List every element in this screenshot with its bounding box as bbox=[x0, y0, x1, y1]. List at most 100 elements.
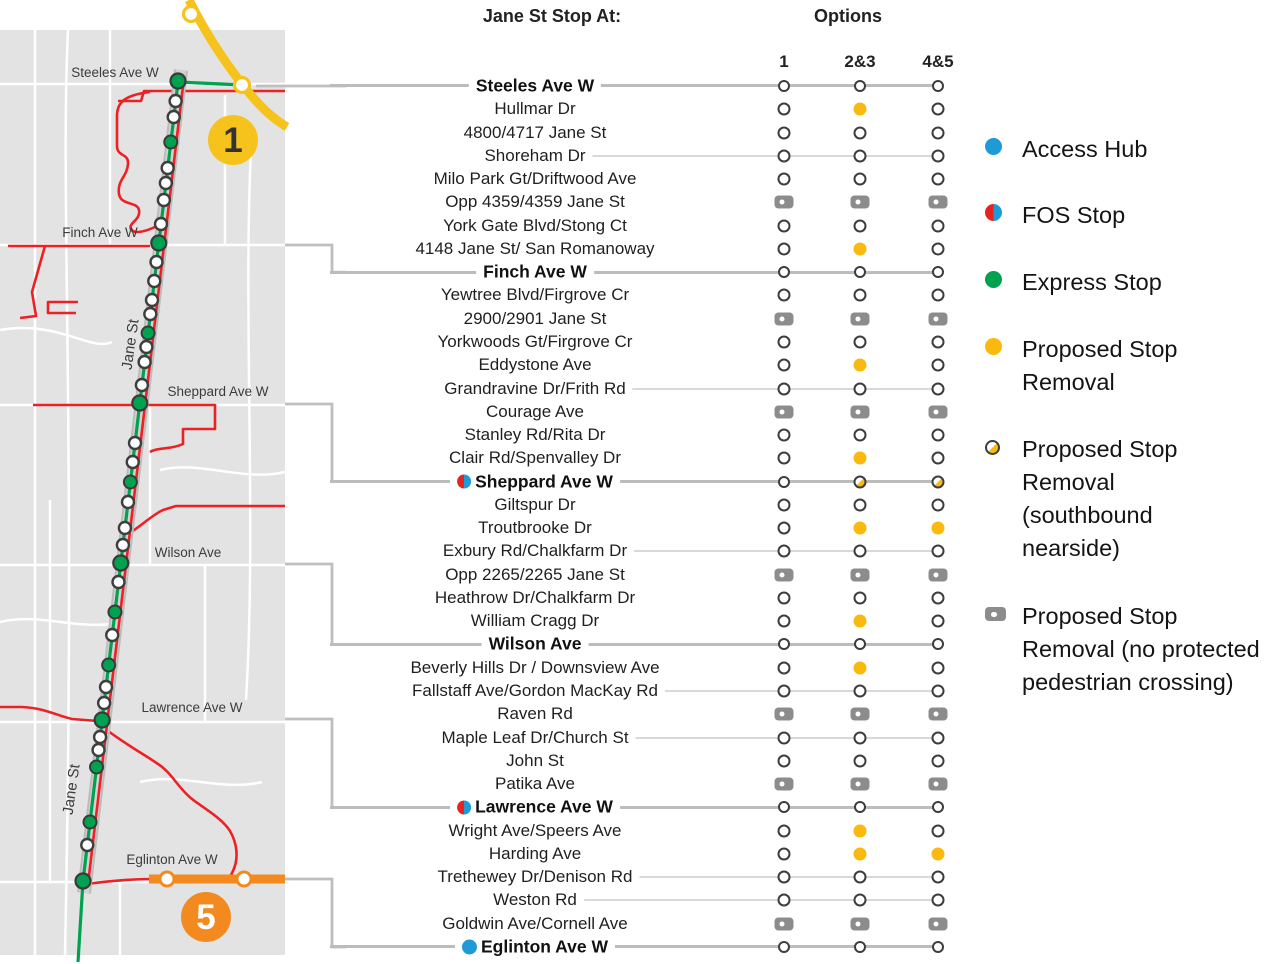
legend-item-fos-stop: FOS Stop bbox=[985, 199, 1222, 232]
line-5-badge bbox=[181, 892, 231, 942]
stop-row: Opp 4359/4359 Jane St bbox=[285, 191, 975, 214]
stop-kept-marker bbox=[932, 266, 944, 279]
stop-kept-marker bbox=[778, 266, 790, 279]
stop-kept-marker bbox=[853, 149, 867, 163]
stop-label: Raven Rd bbox=[490, 704, 580, 725]
stop-label: Wilson Ave bbox=[481, 633, 589, 655]
stop-label: Opp 2265/2265 Jane St bbox=[438, 564, 632, 585]
stop-name-text: Sheppard Ave W bbox=[475, 471, 613, 492]
stop-name-text: Grandravine Dr/Frith Rd bbox=[444, 378, 626, 398]
stop-name-text: John St bbox=[506, 750, 564, 770]
stop-label: Yewtree Blvd/Firgrove Cr bbox=[433, 285, 637, 306]
fos-stop-icon bbox=[985, 204, 1002, 221]
stop-name-text: Lawrence Ave W bbox=[475, 796, 613, 817]
stop-kept-marker bbox=[931, 893, 945, 907]
stop-label: Harding Ave bbox=[481, 843, 589, 864]
stop-kept-marker bbox=[931, 754, 945, 768]
stop-name-text: Courage Ave bbox=[486, 401, 584, 421]
street-label: Wilson Ave bbox=[155, 545, 222, 560]
map-red-routes bbox=[0, 89, 285, 886]
legend-item-removal-no-crossing: Proposed Stop Removal (no protected pede… bbox=[985, 600, 1267, 699]
stop-kept-marker bbox=[932, 801, 944, 814]
stop-kept-marker bbox=[931, 451, 945, 465]
stop-removal-marker bbox=[931, 847, 945, 861]
stop-removal-marker bbox=[853, 614, 867, 628]
stop-row: Clair Rd/Spenvalley Dr bbox=[285, 447, 975, 470]
express-stop-dot bbox=[82, 814, 98, 830]
stop-name-text: Opp 4359/4359 Jane St bbox=[445, 192, 625, 212]
legend-label: FOS Stop bbox=[1022, 202, 1126, 228]
access-hub-icon bbox=[461, 939, 477, 955]
stop-removal-southbound-marker bbox=[853, 475, 867, 489]
stop-kept-marker bbox=[777, 219, 791, 233]
local-stop-dot bbox=[120, 494, 136, 510]
major-stop-dot bbox=[74, 872, 92, 890]
stop-kept-marker bbox=[777, 149, 791, 163]
major-stop-dot bbox=[150, 234, 168, 252]
stop-removal-marker bbox=[853, 358, 867, 372]
stop-row: Raven Rd bbox=[285, 703, 975, 726]
stop-row: Fallstaff Ave/Gordon MacKay Rd bbox=[285, 679, 975, 702]
stop-kept-marker bbox=[931, 661, 945, 675]
stop-removal-no-crossing-marker bbox=[850, 777, 870, 791]
stop-label: Patika Ave bbox=[487, 774, 583, 795]
stop-row: Eglinton Ave W bbox=[285, 935, 975, 958]
stop-kept-marker bbox=[777, 451, 791, 465]
stop-label: Hullmar Dr bbox=[487, 99, 583, 120]
stop-row: Hullmar Dr bbox=[285, 98, 975, 121]
stop-kept-marker bbox=[777, 754, 791, 768]
stop-row: Giltspur Dr bbox=[285, 493, 975, 516]
stop-label: Clair Rd/Spenvalley Dr bbox=[442, 448, 628, 469]
stop-kept-marker bbox=[853, 335, 867, 349]
local-stop-dot bbox=[147, 273, 162, 289]
local-stop-dot bbox=[143, 306, 158, 322]
stop-name-text: Weston Rd bbox=[493, 890, 577, 910]
stop-removal-no-crossing-marker bbox=[850, 312, 870, 326]
stop-removal-southbound-marker bbox=[931, 475, 945, 489]
street-label: Steeles Ave W bbox=[71, 65, 159, 80]
local-stop-dot bbox=[115, 537, 131, 553]
stop-name-text: Yorkwoods Gt/Firgrove Cr bbox=[437, 331, 633, 351]
stop-name-text: York Gate Blvd/Stong Ct bbox=[443, 215, 627, 235]
stop-kept-marker bbox=[853, 544, 867, 558]
stop-label: Opp 4359/4359 Jane St bbox=[438, 192, 632, 213]
stop-kept-marker bbox=[853, 126, 867, 140]
stop-kept-marker bbox=[853, 498, 867, 512]
stop-kept-marker bbox=[777, 847, 791, 861]
line-badges: 15 bbox=[181, 115, 258, 942]
legend-item-access-hub: Access Hub bbox=[985, 133, 1222, 166]
stop-kept-marker bbox=[931, 870, 945, 884]
stop-label: Maple Leaf Dr/Church St bbox=[434, 727, 636, 748]
cross-street-line bbox=[535, 876, 938, 879]
street-label: Lawrence Ave W bbox=[141, 700, 242, 715]
stop-kept-marker bbox=[777, 544, 791, 558]
stop-kept-marker bbox=[853, 382, 867, 395]
local-stop-dot bbox=[158, 175, 174, 191]
stop-row: York Gate Blvd/Stong Ct bbox=[285, 214, 975, 237]
stop-removal-no-crossing-marker bbox=[774, 405, 794, 419]
stop-row: Steeles Ave W bbox=[285, 74, 975, 97]
stop-kept-marker bbox=[854, 79, 866, 92]
stop-removal-no-crossing-marker bbox=[928, 917, 948, 931]
local-stop-dot bbox=[156, 192, 172, 208]
express-stop-dot bbox=[101, 657, 117, 673]
stop-kept-marker bbox=[778, 638, 790, 651]
options-column-title: Options bbox=[814, 6, 882, 26]
line-1-badge bbox=[208, 115, 258, 165]
express-stop-dot bbox=[163, 134, 179, 150]
stop-kept-marker bbox=[853, 870, 867, 884]
stop-row: Finch Ave W bbox=[285, 261, 975, 284]
stop-kept-marker bbox=[853, 172, 867, 186]
local-stop-dot bbox=[134, 377, 150, 393]
stop-removal-no-crossing-marker bbox=[928, 312, 948, 326]
stop-removal-no-crossing-marker bbox=[774, 917, 794, 931]
stop-name-text: Finch Ave W bbox=[483, 261, 587, 282]
major-stop-dot bbox=[112, 554, 130, 572]
stop-kept-marker bbox=[931, 731, 945, 745]
map-street-labels: Steeles Ave W Finch Ave W Sheppard Ave W Wi… bbox=[60, 65, 269, 867]
stop-kept-marker bbox=[853, 893, 867, 907]
stop-name-text: William Cragg Dr bbox=[470, 611, 600, 631]
stop-name-text: Wilson Ave bbox=[488, 633, 582, 654]
fos-stop-icon bbox=[457, 474, 472, 489]
